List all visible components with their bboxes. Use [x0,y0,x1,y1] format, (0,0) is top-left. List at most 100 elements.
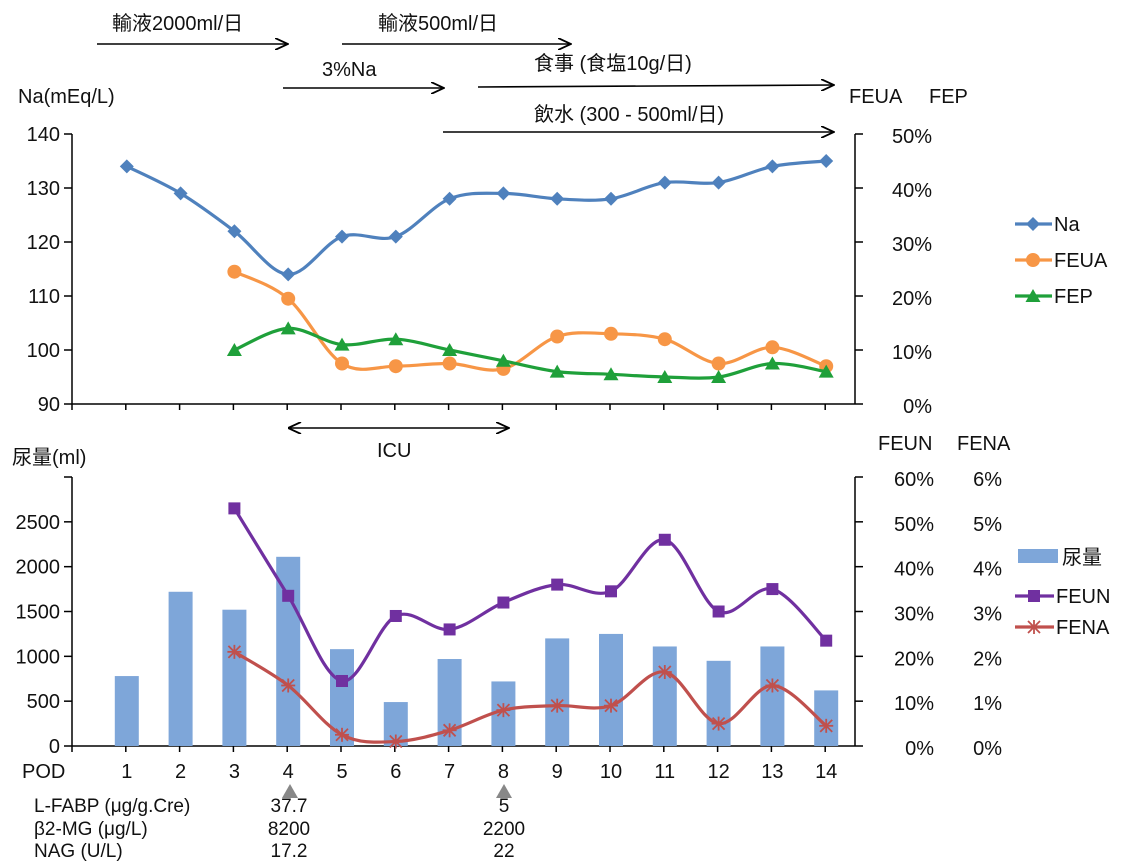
treatment-annotations: 輸液2000ml/日 輸液500ml/日 3%Na 食事 (食塩10g/日) 飲… [97,12,834,462]
fena-point [604,698,618,713]
biomarker-table: L-FABP (μg/g.Cre) 37.7 5 β2-MG (μg/L) 82… [34,784,525,862]
fep-point [334,337,350,351]
bottom-right-tick-label-fena: 2% [973,648,1002,670]
annotation-3pct-na: 3%Na [322,59,377,81]
x-tick-label: 13 [761,761,783,783]
feua-point [604,326,618,341]
urine-bar [276,556,301,746]
lfabp-label: L-FABP (μg/g.Cre) [34,796,190,817]
feun-point [497,596,510,609]
fena-point [657,665,672,680]
feua-point [281,291,296,306]
bottom-bars [114,556,839,746]
bottom-left-tick-label: 2500 [16,512,61,534]
na-point [604,191,618,206]
na-point [819,154,834,168]
top-right-tick-label: 50% [892,126,932,148]
na-point [550,191,565,206]
na-point [335,229,349,244]
bottom-right-tick-label-fena: 4% [973,559,1002,581]
bottom-right-tick-label-feun: 60% [894,469,934,491]
feun-point [820,634,833,647]
na-point [442,191,457,206]
fep-point [495,353,511,367]
annotation-infusion-500: 輸液500ml/日 [378,12,498,35]
fena-point [765,678,780,693]
bottom-right-tick-label-feun: 40% [894,559,934,581]
urine-bar [545,638,570,746]
feua-point [550,329,565,344]
top-right-axis-title-feua: FEUA [849,86,903,108]
x-axis-label-pod: POD [22,761,65,783]
fena-point [711,716,726,731]
annotation-icu: ICU [377,440,411,462]
na-point [765,159,780,174]
fep-point [442,343,458,356]
top-left-tick-label: 110 [28,286,60,308]
bottom-left-ticks: 0 500 1000 1500 2000 2500 [16,476,72,758]
feua-point [335,356,349,371]
feun-point [766,583,779,596]
bottom-right-tick-label-fena: 0% [973,738,1002,760]
top-left-tick-label: 140 [27,124,60,146]
fena-point [819,718,834,733]
bottom-left-axis-title: 尿量(ml) [12,447,86,469]
na-series-line [126,159,827,277]
feua-point [765,340,780,355]
bottom-right-tick-label-fena: 1% [973,693,1002,715]
bottom-right-tick-label-feun: 0% [905,738,934,760]
bottom-chart: 尿量(ml) FEUN FENA 0 500 1000 1500 2000 2500 0%… [12,433,1110,783]
bottom-right-axis-title-fena: FENA [957,433,1011,455]
fena-series-line [233,650,828,744]
feua-series-line [233,270,827,372]
urine-legend-label: 尿量 [1062,547,1102,569]
feun-point [551,578,564,591]
na-point [173,186,188,201]
bottom-right-tick-label-fena: 3% [973,604,1002,626]
fena-point [388,734,403,749]
x-tick-label: 7 [444,761,455,783]
fep-point [711,370,727,383]
top-right-tick-label: 20% [892,288,932,310]
urine-legend-swatch [1018,549,1058,563]
feua-legend-label: FEUA [1054,250,1108,272]
top-left-ticks: 90 100 110 120 130 140 [27,124,72,416]
nag-pod8: 22 [493,841,514,862]
na-point [388,229,403,244]
bottom-series [227,502,834,749]
fena-point [496,703,511,718]
urine-bar [599,633,623,746]
bottom-right-tick-label-feun: 50% [894,514,934,536]
top-left-tick-label: 100 [27,340,60,362]
fena-point [227,644,242,659]
feun-point [282,589,295,602]
x-tick-label: 6 [390,761,401,783]
na-point [227,224,242,239]
bottom-right-tick-label-fena: 6% [973,469,1002,491]
fep-point [280,321,296,335]
top-right-tick-label: 40% [892,180,932,202]
top-left-axis-title: Na(mEq/L) [18,86,115,108]
feun-point [658,533,671,546]
feun-legend-marker [1028,590,1040,602]
x-tick-label: 11 [654,761,675,783]
feua-point [711,356,726,371]
bottom-right-tick-label-fena: 5% [973,514,1002,536]
fena-point [281,678,296,693]
feua-point [657,332,672,347]
x-tick-label: 2 [175,761,186,783]
top-right-axis-title-fep: FEP [929,86,968,108]
na-point [281,267,296,282]
fena-legend-label: FENA [1056,617,1110,639]
fena-point [550,698,565,713]
top-right-tick-label: 10% [892,342,932,364]
b2mg-pod8: 2200 [483,819,525,840]
annotation-water: 飲水 (300 - 500ml/日) [534,103,724,126]
top-x-ticks [71,404,826,410]
x-tick-label: 8 [498,761,509,783]
na-legend-marker [1026,217,1040,231]
urine-bar [168,591,193,746]
bottom-right-tick-label-feun: 10% [894,693,934,715]
fena-point [335,727,349,742]
bottom-right-ticks: 0% 0% 10% 1% 20% 2% 30% 3% 40% 4% 50% 5% 60% 6% [855,469,1002,760]
